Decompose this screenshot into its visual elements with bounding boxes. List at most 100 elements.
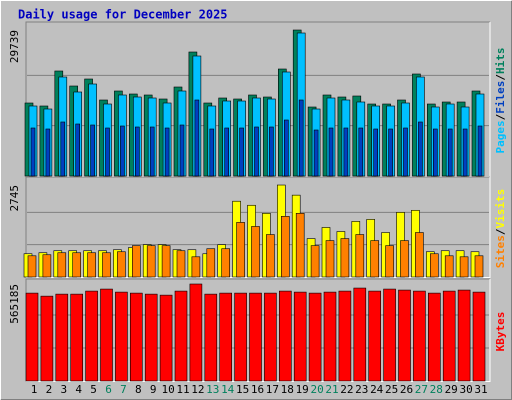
bar	[269, 126, 274, 177]
legend: Pages/Files/Hits	[494, 48, 507, 154]
bar	[254, 126, 259, 177]
bar	[310, 245, 320, 278]
bar	[398, 289, 411, 382]
bar	[161, 245, 171, 278]
bar	[27, 255, 37, 278]
legend-entry: Files	[494, 81, 507, 114]
bar	[403, 127, 408, 177]
bar	[427, 292, 441, 382]
bar	[176, 250, 186, 278]
bar	[132, 245, 141, 278]
legend: KBytes	[494, 312, 507, 352]
bar	[298, 99, 304, 177]
bar	[60, 121, 66, 177]
bar	[413, 290, 426, 382]
bar	[224, 127, 229, 177]
x-tick-label: 9	[150, 383, 157, 396]
bar	[149, 126, 155, 177]
bar	[415, 232, 424, 278]
bar	[87, 252, 96, 278]
bar	[266, 234, 275, 278]
bar	[278, 290, 292, 382]
x-tick-label: 2	[46, 383, 53, 396]
bar	[325, 240, 335, 278]
bar	[355, 234, 365, 278]
legend-entry: Sites	[494, 235, 507, 268]
bar	[209, 128, 215, 177]
bar	[100, 288, 113, 382]
bar	[72, 252, 81, 278]
bar	[179, 124, 185, 177]
bar	[432, 128, 438, 177]
bar	[373, 128, 379, 177]
x-tick-label: 31	[474, 383, 487, 396]
bar	[239, 127, 244, 177]
bar	[472, 291, 486, 382]
bar	[340, 238, 350, 278]
legend-entry: Visits	[494, 189, 507, 229]
bar	[264, 292, 277, 382]
bar	[146, 245, 156, 278]
bar	[135, 126, 140, 177]
legend-entry: Hits	[494, 48, 507, 75]
bar	[204, 293, 218, 382]
x-tick-label: 30	[459, 383, 472, 396]
x-tick-label: 27	[415, 383, 428, 396]
legend-separator: /	[494, 74, 507, 81]
x-tick-label: 28	[430, 383, 443, 396]
bar	[457, 289, 471, 382]
x-tick-label: 7	[120, 383, 127, 396]
bar	[55, 293, 69, 382]
bar	[45, 128, 51, 177]
x-tick-label: 18	[281, 383, 294, 396]
panel-bevel-light	[26, 177, 491, 278]
bar	[117, 251, 126, 278]
x-tick-label: 26	[400, 383, 413, 396]
bar	[444, 255, 454, 278]
bar	[442, 290, 456, 382]
bar	[249, 292, 262, 382]
bar	[251, 226, 260, 278]
bar	[295, 213, 305, 278]
bar	[85, 290, 98, 382]
x-tick-label: 20	[310, 383, 323, 396]
bar	[338, 290, 352, 382]
legend-separator: /	[494, 228, 507, 235]
bar	[280, 216, 290, 278]
bar	[400, 240, 409, 278]
y-tick-label: 2745	[8, 185, 21, 212]
x-tick-label: 16	[251, 383, 264, 396]
bar	[30, 127, 36, 177]
bar	[385, 245, 394, 278]
x-tick-label: 8	[135, 383, 142, 396]
x-tick-label: 29	[445, 383, 458, 396]
bar	[40, 295, 54, 382]
x-tick-label: 25	[385, 383, 398, 396]
bar	[159, 294, 173, 382]
bar	[283, 119, 289, 177]
bar	[418, 121, 423, 177]
bar	[25, 292, 39, 382]
bar	[343, 127, 349, 177]
bar	[70, 293, 83, 382]
bar	[353, 287, 367, 382]
legend-separator: /	[494, 113, 507, 120]
bar	[323, 291, 337, 382]
bar	[115, 291, 128, 382]
x-tick-label: 10	[161, 383, 174, 396]
panel-bevel-dark	[25, 176, 490, 277]
bar	[120, 125, 125, 177]
bar	[459, 256, 469, 278]
x-tick-label: 15	[236, 383, 249, 396]
x-tick-label: 24	[370, 383, 384, 396]
bar	[206, 248, 216, 278]
bar	[57, 252, 67, 278]
bar	[308, 292, 322, 382]
x-tick-label: 19	[296, 383, 309, 396]
bar	[219, 292, 232, 382]
bar	[477, 125, 483, 177]
x-tick-label: 23	[355, 383, 368, 396]
